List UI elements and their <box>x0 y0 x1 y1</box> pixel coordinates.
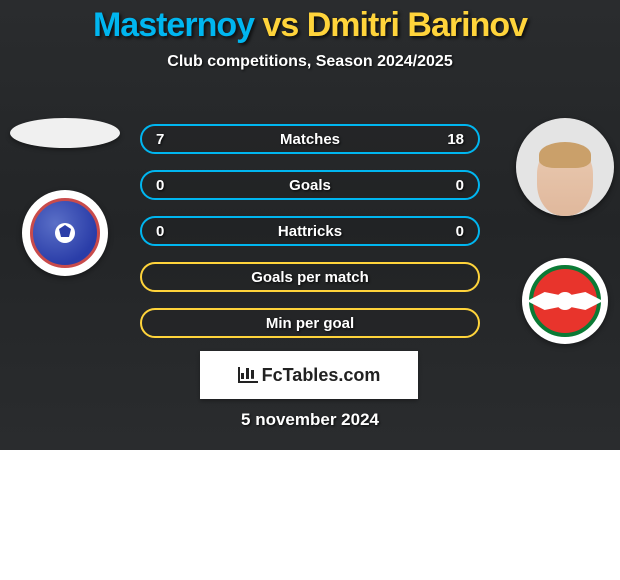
watermark[interactable]: FcTables.com <box>200 351 418 399</box>
lokomotiv-badge-icon <box>529 265 601 337</box>
stat-row: 0Hattricks0 <box>140 216 480 246</box>
stat-label: Goals per match <box>142 269 478 286</box>
player2-club-logo <box>522 258 608 344</box>
title-vs: vs <box>254 6 307 44</box>
stat-row: 0Goals0 <box>140 170 480 200</box>
stats-container: 7Matches18 0Goals0 0Hattricks0 Goals per ma… <box>140 124 480 338</box>
stat-row: Goals per match <box>140 262 480 292</box>
player1-club-logo <box>22 190 108 276</box>
comparison-card: Masternoy vs Dmitri Barinov Club competi… <box>0 0 620 450</box>
fakel-badge-icon <box>30 198 100 268</box>
bar-chart-icon <box>238 367 258 383</box>
stat-label: Matches <box>142 131 478 148</box>
player1-column <box>10 118 120 276</box>
title-player2: Dmitri Barinov <box>307 6 527 44</box>
stat-label: Hattricks <box>142 223 478 240</box>
stat-row: 7Matches18 <box>140 124 480 154</box>
ball-icon <box>51 219 79 247</box>
player2-column <box>516 118 614 344</box>
watermark-text: FcTables.com <box>262 365 381 386</box>
stat-label: Min per goal <box>142 315 478 332</box>
stat-label: Goals <box>142 177 478 194</box>
title-player1: Masternoy <box>93 6 254 44</box>
subtitle: Club competitions, Season 2024/2025 <box>0 53 620 71</box>
date-text: 5 november 2024 <box>0 410 620 430</box>
stat-row: Min per goal <box>140 308 480 338</box>
player1-photo <box>10 118 120 148</box>
page-title: Masternoy vs Dmitri Barinov <box>0 0 620 45</box>
face-icon <box>537 146 593 216</box>
player2-photo <box>516 118 614 216</box>
